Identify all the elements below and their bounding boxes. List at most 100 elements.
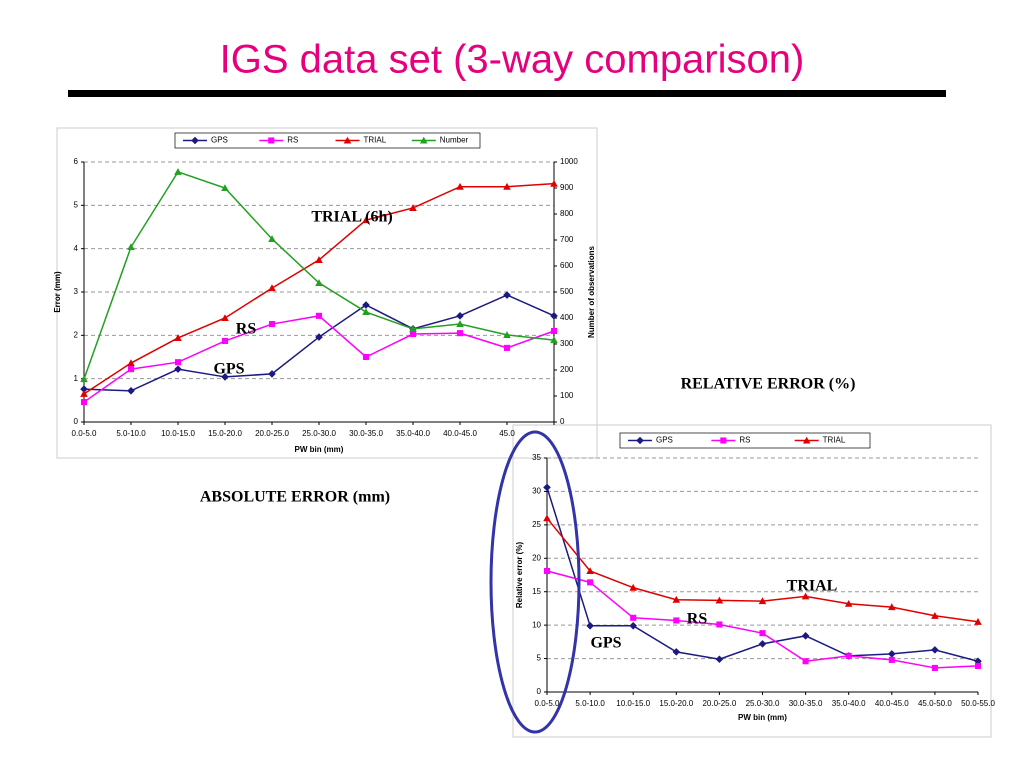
marker: [362, 301, 370, 309]
y-axis-label: Error (mm): [53, 271, 62, 313]
legend-label: GPS: [656, 436, 673, 445]
marker: [456, 312, 464, 320]
marker: [802, 436, 811, 444]
marker: [221, 373, 229, 381]
x-tick-label: 10.0-15.0: [161, 429, 195, 438]
x-tick-label: 40.0-45.0: [875, 699, 909, 708]
marker: [221, 184, 229, 192]
marker: [315, 279, 323, 286]
marker: [636, 436, 644, 445]
marker: [673, 617, 680, 624]
marker: [550, 327, 558, 335]
y-tick-label: 35: [532, 453, 541, 462]
marker: [845, 652, 852, 659]
y-tick-label: 3: [74, 287, 79, 296]
chart-caption: RELATIVE ERROR (%): [681, 376, 856, 393]
legend-label: RS: [739, 436, 750, 445]
y-tick-label: 20: [532, 553, 541, 562]
y-tick-label: 30: [532, 487, 541, 496]
x-tick-label: 0.0-5.0: [535, 699, 560, 708]
marker: [543, 483, 551, 492]
y2-tick-label: 300: [560, 339, 574, 348]
y-tick-label: 5: [74, 200, 79, 209]
x-tick-label: 45.0-50.0: [918, 699, 952, 708]
y2-tick-label: 0: [560, 417, 565, 426]
x-tick-label: 20.0-25.0: [702, 699, 736, 708]
x-tick-label: 45.0: [499, 429, 515, 438]
marker: [630, 614, 637, 621]
marker: [888, 603, 896, 611]
legend-label: RS: [287, 136, 298, 145]
marker: [456, 330, 464, 337]
marker: [456, 320, 464, 328]
marker: [802, 658, 809, 665]
y-tick-label: 4: [74, 244, 79, 253]
annotation: GPS: [213, 361, 244, 378]
x-tick-label: 15.0-20.0: [208, 429, 242, 438]
marker: [974, 657, 982, 666]
marker: [268, 284, 276, 292]
marker: [221, 314, 229, 322]
marker: [931, 646, 939, 654]
x-tick-label: 15.0-20.0: [659, 699, 693, 708]
marker: [931, 611, 939, 619]
x-tick-label: 5.0-10.0: [116, 429, 146, 438]
x-tick-label: 0.0-5.0: [72, 429, 97, 438]
marker: [550, 312, 558, 320]
y-tick-label: 5: [537, 654, 542, 663]
x-axis-label: PW bin (mm): [738, 713, 787, 722]
marker: [503, 291, 511, 299]
x-tick-label: 30.0-35.0: [789, 699, 823, 708]
x-tick-label: 35.0-40.0: [832, 699, 866, 708]
marker: [716, 621, 723, 628]
y2-tick-label: 400: [560, 313, 574, 322]
marker: [315, 256, 323, 263]
marker: [174, 168, 182, 175]
marker: [315, 312, 323, 319]
legend-label: TRIAL: [364, 136, 387, 145]
marker: [503, 344, 511, 351]
y2-tick-label: 100: [560, 391, 574, 400]
marker: [586, 567, 594, 575]
marker: [974, 618, 982, 625]
marker: [409, 325, 417, 332]
marker: [221, 337, 229, 345]
series-line: [546, 570, 979, 669]
series-line: [83, 170, 555, 380]
y-tick-label: 15: [532, 587, 541, 596]
y-tick-label: 25: [532, 520, 541, 529]
marker: [268, 321, 276, 328]
y2-tick-label: 500: [560, 287, 574, 296]
y2-tick-label: 800: [560, 209, 574, 218]
marker: [801, 632, 810, 640]
y-tick-label: 10: [532, 620, 541, 629]
marker: [174, 365, 182, 373]
x-tick-label: 10.0-15.0: [616, 699, 650, 708]
marker: [587, 579, 594, 586]
marker: [629, 583, 637, 591]
y-axis-label: Relative error (%): [515, 542, 524, 609]
marker: [543, 514, 551, 522]
marker: [419, 136, 428, 144]
x-tick-label: 5.0-10.0: [575, 699, 605, 708]
marker: [127, 366, 135, 373]
marker: [268, 137, 275, 144]
x-tick-label: 30.0-35.0: [349, 429, 383, 438]
marker: [715, 655, 724, 664]
x-tick-label: 20.0-25.0: [255, 429, 289, 438]
chart-frame: [512, 424, 992, 738]
title-rule: [68, 90, 946, 97]
marker: [758, 597, 767, 605]
marker: [343, 136, 352, 144]
legend-box: [174, 132, 481, 149]
marker: [672, 648, 681, 656]
y-tick-label: 0: [537, 687, 542, 696]
marker: [80, 375, 88, 383]
legend-box: [619, 432, 871, 449]
legend-label: TRIAL: [823, 436, 846, 445]
series-line: [83, 294, 555, 392]
highlight-ellipse: [489, 430, 581, 734]
y2-tick-label: 200: [560, 365, 574, 374]
marker: [127, 243, 135, 251]
marker: [974, 662, 982, 669]
